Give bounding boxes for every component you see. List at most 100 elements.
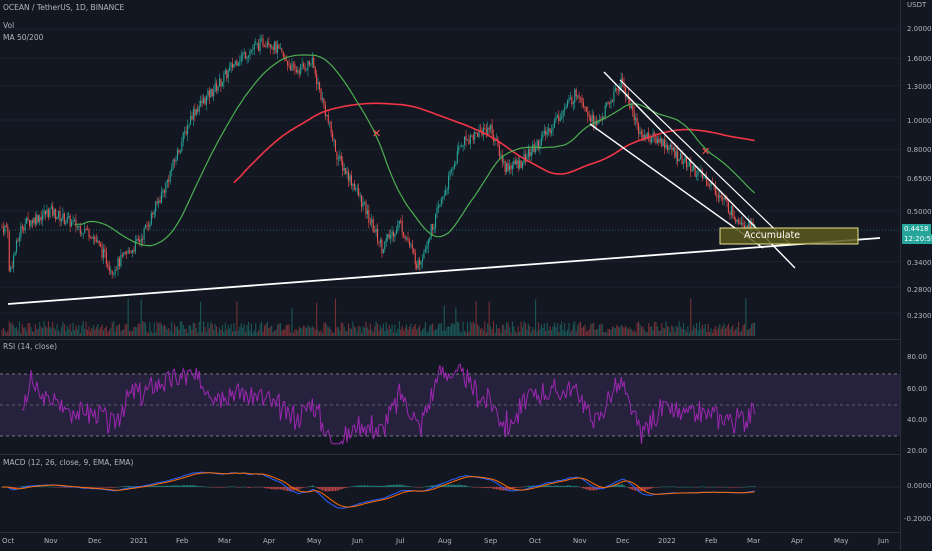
macd-hist-bar [265,487,266,488]
candle-body [91,238,92,239]
volume-bar [367,328,368,336]
volume-bar [354,327,355,336]
macd-hist-bar [123,486,124,487]
volume-bar [248,322,249,336]
volume-bar [645,332,646,336]
macd-hist-bar [49,487,50,488]
candle-body [558,115,559,121]
macd-hist-bar [554,486,555,487]
time-label: 2022 [658,537,676,545]
accumulate-label[interactable]: Accumulate [744,230,800,241]
macd-hist-bar [740,487,741,488]
candle-body [371,219,372,222]
volume-bar [126,324,127,336]
macd-hist-bar [368,486,369,487]
macd-hist-bar [15,487,16,488]
volume-bar [86,322,87,336]
candle-body [674,148,675,158]
macd-hist-bar [113,487,114,488]
macd-hist-bar [358,485,359,487]
volume-bar [479,326,480,336]
price-chart[interactable]: ✕ ✕ [0,0,900,340]
macd-hist-bar [658,487,659,488]
candle-body [262,38,263,46]
volume-bar [270,327,271,336]
candle-body [365,202,366,214]
rsi-chart[interactable] [0,340,900,454]
candle-body [125,252,126,253]
macd-hist-bar [573,486,574,487]
volume-bar [631,329,632,336]
candle-body [100,244,101,247]
candle-body [413,248,414,252]
macd-hist-bar [570,485,571,487]
macd-hist-bar [693,487,694,488]
candle-body [552,127,553,130]
candle-body [438,206,439,208]
volume-bar [52,322,53,336]
volume-bar [144,322,145,336]
candle-body [193,109,194,119]
volume-bar [625,325,626,336]
volume-bar [376,321,377,336]
volume-bar [386,322,387,336]
candle-body [709,185,710,186]
volume-bar [732,325,733,336]
volume-bar [209,328,210,336]
candle-body [19,237,20,240]
macd-hist-bar [748,486,749,487]
candle-body [276,42,277,53]
macd-hist-bar [19,487,20,488]
macd-hist-bar [96,487,97,488]
macd-hist-bar [455,485,456,487]
candle-body [258,43,259,51]
candle-body [316,74,317,84]
macd-hist-bar [62,487,63,488]
macd-hist-bar [518,487,519,488]
macd-hist-bar [700,487,701,488]
candle-body [146,225,147,226]
candle-body [268,43,269,45]
macd-chart[interactable] [0,455,900,532]
time-label: Feb [705,537,717,545]
macd-hist-bar [487,487,488,488]
candle-body [555,118,556,121]
macd-hist-bar [102,487,103,488]
volume-bar [155,332,156,336]
cross-marker: ✕ [372,127,381,140]
candle-body [696,176,697,177]
volume-bar [13,325,14,336]
candle-body [423,252,424,259]
volume-bar [642,326,643,336]
macd-hist-bar [447,485,448,487]
macd-hist-bar [753,486,754,487]
time-label: Mar [747,537,760,545]
volume-bar [447,326,448,336]
volume-bar [729,329,730,336]
macd-hist-bar [497,487,498,489]
candle-body [660,138,661,142]
candle-body [668,147,669,150]
price-axis[interactable]: USDT 2.0000 1.6000 1.3000 1.0000 0.8000 … [900,0,932,550]
candle-body [326,115,327,116]
macd-hist-bar [61,487,62,488]
candle-body [441,199,442,205]
macd-hist-bar [621,484,622,487]
volume-bar [332,333,333,336]
macd-hist-bar [712,487,713,488]
volume-bar [629,327,630,336]
candle-body [564,108,565,110]
candle-body [25,224,26,230]
volume-bar [419,325,420,336]
candle-body [419,260,420,265]
time-axis[interactable]: Oct Nov Dec 2021 Feb Mar Apr May Jun Jul… [0,532,900,551]
volume-bar [422,330,423,336]
candle-body [383,249,384,253]
candle-body [71,222,72,227]
macd-hist-bar [719,487,720,488]
candle-body [61,219,62,221]
macd-hist-bar [522,487,523,488]
volume-bar [264,326,265,336]
volume-bar [541,325,542,336]
candle-body [684,157,685,162]
